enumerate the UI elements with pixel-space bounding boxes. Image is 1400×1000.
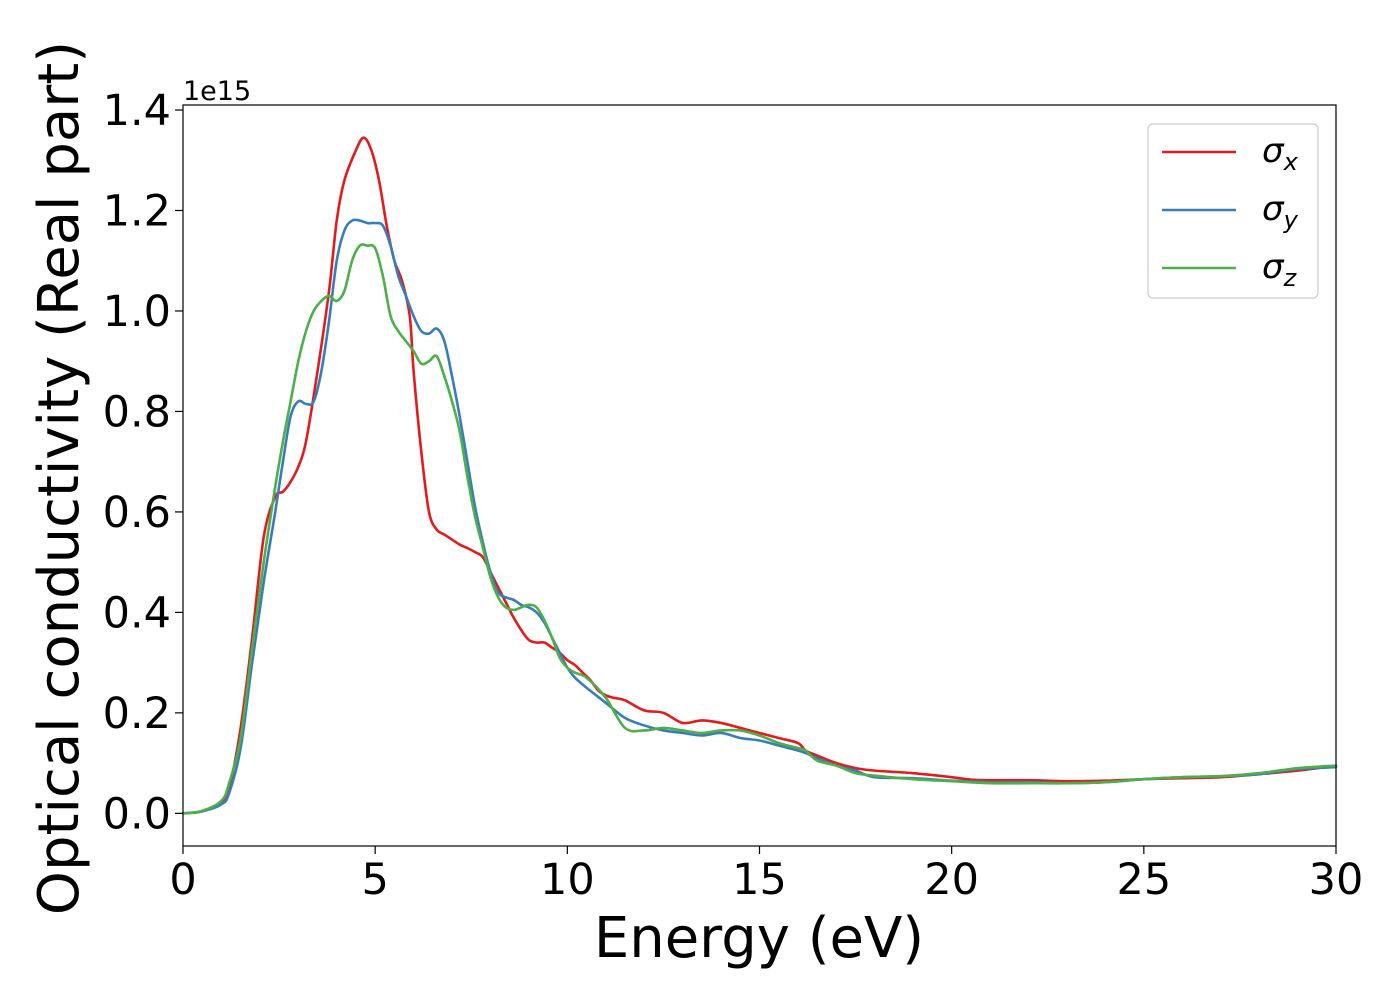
x-axis-label: Energy (eV): [594, 906, 924, 971]
legend: σx σy σz: [1147, 123, 1319, 299]
series-line-z: [181, 243, 1338, 815]
y-tick-label: 1.4: [103, 86, 171, 136]
y-tick-label: 1.2: [103, 186, 171, 236]
x-tick-label: 5: [361, 855, 388, 905]
y-tick-label: 0.6: [103, 488, 171, 538]
y-axis-ticks: 0.0 0.2 0.4 0.6 0.8 1.0 1.2 1.4: [103, 86, 183, 839]
x-tick-label: 0: [169, 855, 196, 905]
legend-label-x: σx: [1262, 131, 1299, 176]
legend-label-z: σz: [1262, 247, 1298, 292]
y-tick-label: 0.8: [103, 387, 171, 437]
x-tick-label: 20: [924, 855, 979, 905]
series-line-x: [181, 136, 1338, 815]
x-tick-label: 30: [1309, 855, 1364, 905]
legend-label-y: σy: [1262, 189, 1299, 234]
y-axis-label: Optical conductivity (Real part): [27, 41, 92, 915]
y-axis-offset-label: 1e15: [183, 76, 251, 107]
y-tick-label: 0.0: [103, 789, 171, 839]
x-tick-label: 25: [1116, 855, 1171, 905]
x-axis-ticks: 0 5 10 15 20 25 30: [169, 846, 1363, 905]
y-tick-label: 0.4: [103, 588, 171, 638]
y-tick-label: 0.2: [103, 689, 171, 739]
x-tick-label: 15: [732, 855, 787, 905]
x-tick-label: 10: [540, 855, 595, 905]
series-lines: [181, 136, 1338, 815]
y-tick-label: 1.0: [103, 287, 171, 337]
